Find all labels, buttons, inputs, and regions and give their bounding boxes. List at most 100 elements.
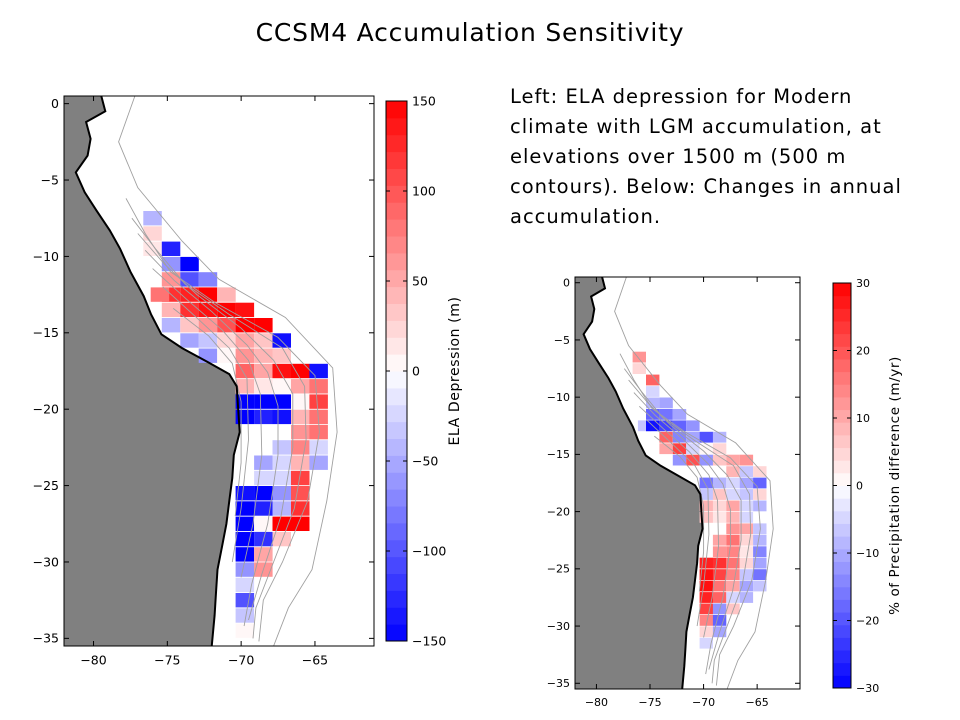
heatmap-cell [712,443,727,455]
heatmap-cell [646,409,660,420]
colorbar-step [833,447,851,461]
colorbar-step [386,117,407,136]
heatmap-cell [659,431,673,443]
heatmap-cell [699,500,713,512]
heatmap-cell [712,431,727,443]
heatmap-cell [699,477,713,489]
heatmap-cell [309,424,328,440]
y-tick-label: −35 [547,677,570,690]
heatmap-cell [309,363,328,379]
heatmap-cell [235,562,255,577]
heatmap-cell [217,348,236,363]
heatmap-cell [726,512,740,523]
colorbar-step [386,320,407,338]
heatmap-cell [291,409,310,425]
colorbar-tick-label: 0 [412,363,420,378]
colorbar-step [833,637,851,651]
heatmap-cell [712,546,727,558]
colorbar-step [833,472,851,486]
heatmap-cell [686,431,700,443]
heatmap-cell [291,440,310,455]
heatmap-cell [180,256,199,272]
heatmap-cell [699,569,713,580]
colorbar-step [386,489,407,507]
colorbar-step [833,662,851,676]
heatmap-cell [254,486,273,501]
heatmap-cell [235,363,255,379]
ocean-shade [64,96,240,646]
colorbar-step [833,586,851,600]
heatmap-cell [291,501,310,516]
heatmap-cell [712,569,727,580]
heatmap-cell [753,477,767,489]
heatmap-cell [291,455,310,470]
colorbar-step [833,485,851,499]
heatmap-cell [309,455,328,470]
heatmap-cell [739,500,754,512]
x-tick-label: −80 [585,696,608,709]
elevation-contour [131,217,307,639]
colorbar-step [833,295,851,309]
colorbar-step [386,219,407,237]
heatmap-cell [726,489,740,500]
colorbar-tick-label: −20 [856,614,879,627]
heatmap-cell [726,546,740,558]
heatmap-cell [254,318,273,333]
heatmap-cell [739,569,754,580]
heatmap-cell [659,420,673,432]
elevation-contour [162,286,249,563]
colorbar-step [386,624,407,642]
y-tick-label: −10 [547,391,570,404]
colorbar-step [833,396,851,411]
elevation-contour [623,368,752,684]
heatmap-cell [291,394,310,409]
heatmap-cell [712,489,727,500]
colorbar-step [386,101,407,119]
heatmap-cell [235,501,255,516]
heatmap-cell [672,409,687,420]
elevation-contour [654,435,705,592]
colorbar-step [833,320,851,335]
heatmap-cell [272,409,291,425]
heatmap-cell [309,394,328,409]
heatmap-cell [180,318,199,333]
heatmap-cell [699,603,713,615]
heatmap-cell [686,420,700,432]
y-tick-label: −25 [547,563,570,576]
heatmap-cell [672,420,687,432]
slide-title: CCSM4 Accumulation Sensitivity [255,18,685,47]
colorbar-step [386,168,407,186]
colorbar-step [386,438,407,456]
y-tick-label: −15 [547,448,570,461]
heatmap-cell [291,363,310,379]
colorbar-step [386,387,407,406]
heatmap-cell [739,454,754,466]
y-tick-label: −35 [33,631,59,646]
colorbar-step [386,151,407,170]
heatmap-cell [254,333,273,348]
colorbar-step [833,612,851,626]
heatmap-cell [726,523,740,535]
colorbar-tick-label: 0 [856,479,863,492]
colorbar-step [386,354,407,372]
colorbar-step [833,283,851,297]
y-tick-label: −10 [33,249,59,264]
colorbar-tick-label: 100 [412,183,436,198]
heatmap-cell [739,466,754,477]
x-tick-label: −65 [746,696,769,709]
heatmap-cell [753,557,767,569]
colorbar-tick-label: −150 [412,633,446,648]
heatmap-cell [254,409,273,425]
heatmap-cell [672,454,687,466]
heatmap-cell [254,516,273,531]
heatmap-cell [753,466,767,477]
heatmap-cell [254,379,273,394]
heatmap-cell [254,455,273,470]
ocean-shade [575,277,703,689]
colorbar-step [386,252,407,271]
heatmap-cell [235,623,255,638]
elevation-contour [152,268,263,578]
heatmap-cell [235,333,255,348]
heatmap-cell [712,557,727,569]
